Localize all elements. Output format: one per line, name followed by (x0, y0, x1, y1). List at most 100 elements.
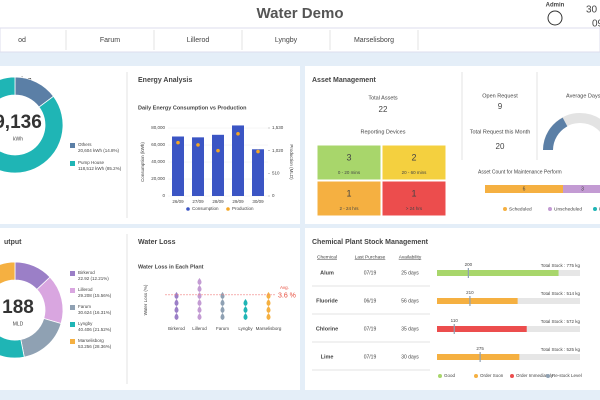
y2-tick-label: 1,530 (272, 125, 284, 130)
drop (174, 313, 179, 320)
legend-swatch (593, 207, 597, 211)
drop (174, 292, 179, 299)
nav-tab[interactable]: Lyngby (275, 37, 298, 44)
legend-label: Consumption (192, 206, 219, 211)
nav-tab[interactable]: Farum (100, 37, 120, 44)
x-tick-label: Marselisborg (256, 326, 282, 331)
legend-swatch (70, 305, 75, 310)
device-cell (381, 180, 447, 217)
drop (243, 306, 248, 313)
stock-bar (437, 270, 559, 276)
stock-bar (437, 298, 518, 304)
label: 1 (411, 188, 416, 198)
device-cell (381, 144, 447, 181)
label: 275 (476, 346, 484, 351)
label: Total Stock : 525 kg (541, 347, 581, 352)
legend-label: Unscheduled (554, 206, 582, 212)
label: 06/19 (364, 298, 377, 304)
bar (212, 134, 224, 196)
legend-label: Good (444, 373, 456, 378)
label: 188 (2, 297, 34, 318)
drop (220, 299, 225, 306)
label: 29.208 (15.56%) (78, 293, 112, 298)
y-tick-label: 20,000 (151, 176, 165, 181)
legend-swatch (474, 374, 478, 378)
axis-label: Consumption (kWh) (140, 142, 145, 182)
device-cell (316, 180, 382, 217)
panel-title: Energy Analysis (138, 77, 192, 84)
label: Asset Count for Maintenance Perform (478, 169, 562, 175)
label: 6 (523, 186, 526, 192)
drop (174, 306, 179, 313)
donut-slice (0, 261, 16, 285)
legend-swatch (70, 271, 75, 276)
label: 30 days (401, 354, 419, 360)
legend-swatch (70, 143, 75, 148)
gauge-value (543, 117, 568, 151)
drop (220, 292, 225, 299)
drop-stack (266, 292, 271, 320)
drop (220, 306, 225, 313)
app-title: Water Demo (257, 5, 344, 22)
y-tick-label: 0 (162, 193, 165, 198)
label: Average Days (566, 93, 600, 99)
drop (243, 313, 248, 320)
nav-tab[interactable]: Lillerod (187, 37, 210, 44)
x-tick-label: 29/09 (232, 199, 244, 204)
drop (197, 313, 202, 320)
legend-swatch (548, 207, 552, 211)
user-name: Admin (546, 3, 565, 9)
point (216, 148, 220, 153)
drop-stack (197, 278, 202, 320)
nav-tab[interactable]: Marselisborg (354, 37, 394, 44)
stack-segment (563, 185, 600, 193)
drop-stack (220, 292, 225, 320)
date-day: 30 (586, 5, 598, 16)
label: Total Request this Month (470, 129, 531, 135)
label: Total Stock : 514 kg (541, 291, 581, 296)
drop-stack (243, 299, 248, 320)
drop (266, 299, 271, 306)
legend-label: Re-stock Level (552, 373, 582, 378)
label: Fluoride (316, 298, 338, 304)
label: 118,512 kWh (85.2%) (78, 166, 122, 171)
chart-title: Water Loss in Each Plant (138, 264, 204, 270)
legend-swatch (546, 374, 550, 378)
bar (232, 125, 244, 196)
label: 07/19 (364, 270, 377, 276)
legend-swatch (503, 207, 507, 211)
drop (266, 292, 271, 299)
nav-bar (0, 27, 600, 53)
label: Avg. (280, 285, 289, 290)
user-icon[interactable] (547, 10, 563, 26)
label: Alum (320, 270, 334, 276)
x-tick-label: Farum (216, 326, 229, 331)
date-month: 09 (592, 19, 600, 30)
axis-label: Production (MLD) (289, 144, 294, 180)
legend-label: Scheduled (509, 206, 532, 212)
donut-slice (0, 335, 25, 359)
legend-swatch (438, 374, 442, 378)
y2-tick-label: 1,020 (272, 148, 284, 153)
nav-tab[interactable]: od (18, 37, 26, 44)
legend-label: Order Soon (480, 373, 504, 378)
label: 1 (346, 188, 351, 198)
label: 210 (466, 290, 474, 295)
chart-title: Daily Energy Consumption vs Production (138, 105, 247, 111)
donut-slice (0, 76, 64, 174)
label: Birkerod (78, 270, 95, 275)
drop (197, 285, 202, 292)
drop (197, 299, 202, 306)
bar (172, 136, 184, 196)
label: 3.6 % (278, 293, 296, 300)
stock-bar (437, 354, 520, 360)
label: 9,136 (0, 112, 42, 133)
label: Total Assets (368, 95, 398, 101)
label: 25 days (401, 270, 419, 276)
label: Open Request (482, 93, 518, 99)
label: 07/19 (364, 326, 377, 332)
bar (192, 137, 204, 196)
label: Farum (78, 304, 91, 309)
label: 2 (411, 152, 416, 162)
label: 200 (465, 262, 473, 267)
